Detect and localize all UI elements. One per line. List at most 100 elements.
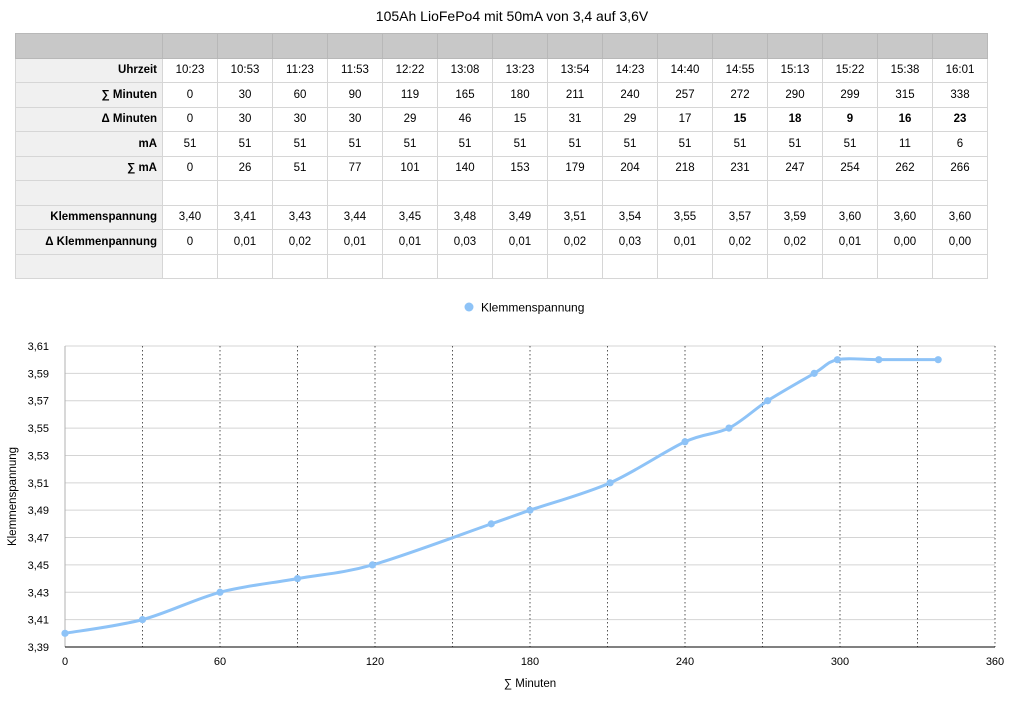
data-point xyxy=(875,356,883,364)
table-cell: 272 xyxy=(712,82,768,108)
table-cell: 14:23 xyxy=(602,57,658,83)
table-cell: 3,41 xyxy=(217,204,273,230)
table-cell: 3,57 xyxy=(712,204,768,230)
data-table: Uhrzeit 10:23 10:53 11:23 11:53 12:22 13:08 13:… xyxy=(15,33,988,279)
table-cell: 0,01 xyxy=(657,229,713,255)
table-cell: 16 xyxy=(877,106,933,132)
y-tick-label: 3,39 xyxy=(28,642,49,654)
legend-marker xyxy=(464,302,474,312)
table-cell: 51 xyxy=(217,131,273,157)
data-point xyxy=(810,369,818,377)
table-cell: 0 xyxy=(162,82,218,108)
table-cell: 29 xyxy=(382,106,438,132)
table-cell: 0 xyxy=(162,155,218,181)
table-cell xyxy=(822,180,878,206)
header-cell xyxy=(327,33,383,59)
table-cell: 3,43 xyxy=(272,204,328,230)
table-cell: 0 xyxy=(162,229,218,255)
table-cell: 0,01 xyxy=(217,229,273,255)
table-cell xyxy=(272,253,328,279)
table-cell: 0,03 xyxy=(437,229,493,255)
y-tick-label: 3,53 xyxy=(28,450,49,462)
y-tick-label: 3,59 xyxy=(28,368,49,380)
table-cell xyxy=(437,253,493,279)
table-cell xyxy=(327,253,383,279)
table-cell: 14:55 xyxy=(712,57,768,83)
table-cell: 51 xyxy=(602,131,658,157)
y-tick-label: 3,61 xyxy=(28,341,49,353)
data-point xyxy=(216,588,224,596)
row-label: Δ Klemmenpannung xyxy=(15,229,163,255)
table-cell: 15 xyxy=(492,106,548,132)
table-cell: 0,02 xyxy=(767,229,823,255)
y-tick-label: 3,57 xyxy=(28,396,49,408)
table-cell: 0,01 xyxy=(327,229,383,255)
table-cell: 15:38 xyxy=(877,57,933,83)
data-point xyxy=(368,561,377,569)
table-row: ∑ Minuten 0 30 60 90 119 165 180 211 240 257 272 290… xyxy=(15,82,988,108)
table-cell: 16:01 xyxy=(932,57,988,83)
table-cell: 51 xyxy=(272,131,328,157)
row-label xyxy=(15,253,163,279)
table-cell: 51 xyxy=(767,131,823,157)
table-cell: 30 xyxy=(327,106,383,132)
table-row: Δ Klemmenpannung 0 0,01 0,02 0,01 0,01 0,03 0,0… xyxy=(15,229,988,255)
table-cell: 290 xyxy=(767,82,823,108)
data-point xyxy=(681,438,689,446)
table-cell: 153 xyxy=(492,155,548,181)
table-cell: 204 xyxy=(602,155,658,181)
table-cell: 51 xyxy=(712,131,768,157)
table-cell: 51 xyxy=(272,155,328,181)
table-row: mA 51 51 51 51 51 51 51 51 51 51 51 51 51 11 6 xyxy=(15,131,988,157)
table-cell: 3,60 xyxy=(932,204,988,230)
table-cell: 30 xyxy=(217,82,273,108)
table-cell: 17 xyxy=(657,106,713,132)
table-cell: 3,45 xyxy=(382,204,438,230)
data-point xyxy=(138,616,147,624)
table-cell: 29 xyxy=(602,106,658,132)
data-point xyxy=(833,356,842,364)
x-tick-label: 240 xyxy=(676,656,694,668)
data-point xyxy=(61,629,69,637)
header-cell xyxy=(712,33,768,59)
table-cell xyxy=(657,253,713,279)
table-cell xyxy=(217,253,273,279)
table-cell xyxy=(602,180,658,206)
header-cell xyxy=(382,33,438,59)
data-point xyxy=(606,479,614,487)
table-cell: 60 xyxy=(272,82,328,108)
header-cell xyxy=(492,33,548,59)
table-cell: 51 xyxy=(327,131,383,157)
legend-label: Klemmenspannung xyxy=(481,301,584,315)
table-cell: 90 xyxy=(327,82,383,108)
table-cell xyxy=(602,253,658,279)
y-tick-label: 3,43 xyxy=(28,587,49,599)
table-cell xyxy=(822,253,878,279)
row-label: Δ Minuten xyxy=(15,106,163,132)
table-cell: 31 xyxy=(547,106,603,132)
table-cell: 51 xyxy=(657,131,713,157)
y-tick-label: 3,47 xyxy=(28,533,49,545)
table-cell: 315 xyxy=(877,82,933,108)
table-cell: 338 xyxy=(932,82,988,108)
table-cell xyxy=(382,180,438,206)
series-line xyxy=(63,357,940,635)
row-label: ∑ Minuten xyxy=(15,82,163,108)
header-cell xyxy=(657,33,713,59)
table-cell: 240 xyxy=(602,82,658,108)
table-cell: 13:54 xyxy=(547,57,603,83)
table-cell: 11:53 xyxy=(327,57,383,83)
table-header-row xyxy=(15,33,988,59)
y-axis-title: Klemmenspannung xyxy=(7,447,19,546)
table-cell: 3,55 xyxy=(657,204,713,230)
table-row: Klemmenspannung 3,40 3,41 3,43 3,44 3,45 3,48 3… xyxy=(15,204,988,230)
table-cell: 6 xyxy=(932,131,988,157)
y-tick-label: 3,55 xyxy=(28,423,49,435)
x-tick-label: 180 xyxy=(521,656,539,668)
table-cell: 14:40 xyxy=(657,57,713,83)
table-cell xyxy=(437,180,493,206)
header-cell xyxy=(602,33,658,59)
table-cell: 0,01 xyxy=(382,229,438,255)
data-point xyxy=(934,356,942,364)
table-row: Uhrzeit 10:23 10:53 11:23 11:53 12:22 13:08 13:… xyxy=(15,57,988,83)
